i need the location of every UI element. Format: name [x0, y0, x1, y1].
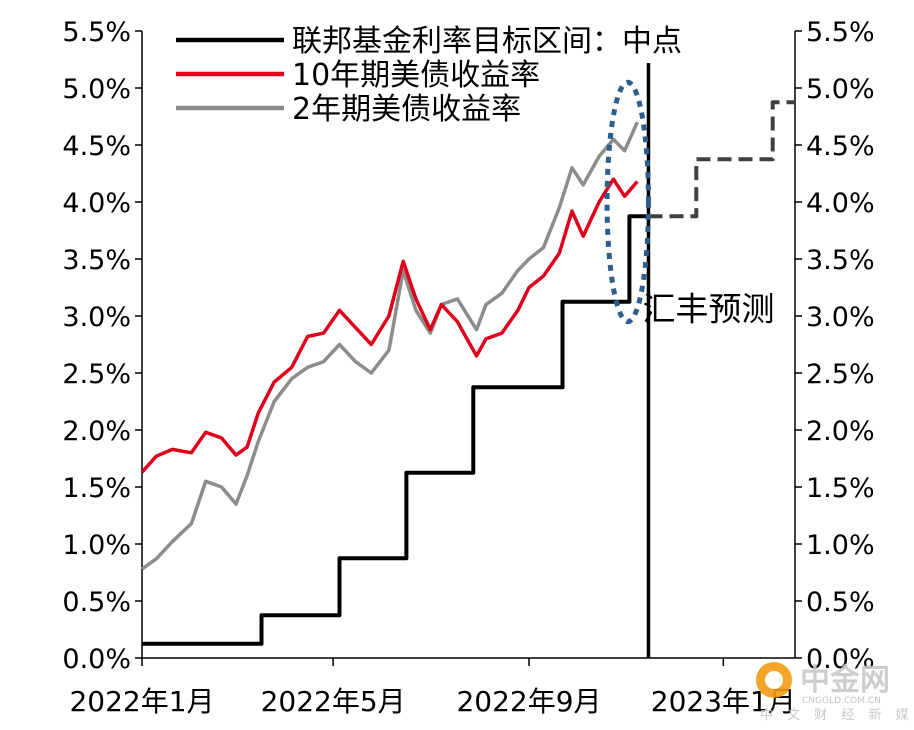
- series-line-2: [140, 177, 639, 474]
- x-tick-label: 2022年9月: [456, 685, 601, 718]
- y-tick-label-right: 2.5%: [806, 359, 875, 390]
- highlight-ellipse: [604, 79, 651, 325]
- y-tick-label-right: 4.0%: [806, 188, 875, 219]
- watermark-domain: CNGOLD.COM.CN: [802, 696, 881, 706]
- series-layer: [140, 100, 795, 646]
- y-tick-label-right: 5.5%: [806, 17, 875, 48]
- y-tick-label-right: 2.0%: [806, 416, 875, 447]
- legend-label: 2年期美债收益率: [292, 92, 521, 127]
- y-tick-label-right: 1.5%: [806, 473, 875, 504]
- watermark-tagline: 中 文 财 经 新 媒 体: [760, 707, 914, 723]
- legend-label: 联邦基金利率目标区间：中点: [292, 24, 682, 59]
- y-axis-left: 0.0% 0.5% 1.0% 1.5% 2.0% 2.5% 3.0% 3.5% 4.0% 4.5%…: [62, 17, 142, 675]
- x-axis: 2022年1月 2022年5月 2022年9月 2023年1月: [69, 658, 796, 718]
- x-tick-label: 2022年1月: [69, 685, 214, 718]
- y-tick-label-left: 5.5%: [62, 17, 131, 48]
- y-tick-label-left: 4.5%: [62, 131, 131, 162]
- legend-label: 10年期美债收益率: [292, 58, 540, 93]
- watermark-logo-icon-inner: [765, 671, 783, 689]
- y-tick-label-left: 3.0%: [62, 302, 131, 333]
- y-tick-label-right: 1.0%: [806, 530, 875, 561]
- y-tick-label-left: 1.0%: [62, 530, 131, 561]
- y-tick-label-left: 5.0%: [62, 74, 131, 105]
- y-tick-label-left: 2.0%: [62, 416, 131, 447]
- y-tick-label-right: 3.5%: [806, 245, 875, 276]
- series-line-1: [648, 100, 795, 219]
- series-line-3: [140, 121, 639, 571]
- y-tick-label-left: 2.5%: [62, 359, 131, 390]
- x-tick-label: 2022年5月: [261, 685, 406, 718]
- y-tick-label-right: 0.0%: [806, 644, 875, 675]
- y-axis-right: 0.0% 0.5% 1.0% 1.5% 2.0% 2.5% 3.0% 3.5% 4.0% 4.5%…: [795, 17, 875, 675]
- y-tick-label-right: 4.5%: [806, 131, 875, 162]
- annotation-layer: 汇丰预测: [604, 63, 774, 658]
- series-line-0: [142, 214, 649, 646]
- y-tick-label-left: 3.5%: [62, 245, 131, 276]
- y-tick-label-left: 0.5%: [62, 587, 131, 618]
- axes: [141, 31, 796, 659]
- watermark-name: 中金网: [800, 663, 890, 698]
- y-tick-label-left: 4.0%: [62, 188, 131, 219]
- forecast-label: 汇丰预测: [642, 290, 774, 329]
- y-tick-label-left: 1.5%: [62, 473, 131, 504]
- y-tick-label-right: 5.0%: [806, 74, 875, 105]
- y-tick-label-left: 0.0%: [62, 644, 131, 675]
- y-tick-label-right: 3.0%: [806, 302, 875, 333]
- y-tick-label-right: 0.5%: [806, 587, 875, 618]
- watermark-logo: 中金网 CNGOLD.COM.CN 中 文 财 经 新 媒 体: [756, 662, 914, 723]
